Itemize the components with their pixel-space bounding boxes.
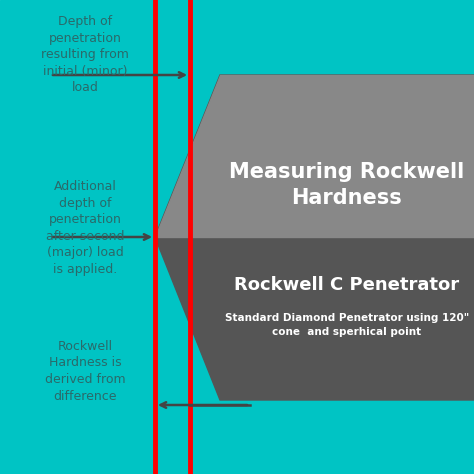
Polygon shape xyxy=(155,75,474,237)
Text: Rockwell C Penetrator: Rockwell C Penetrator xyxy=(235,276,460,294)
Polygon shape xyxy=(155,75,474,400)
Text: Rockwell
Hardness is
derived from
difference: Rockwell Hardness is derived from differ… xyxy=(45,340,125,402)
Text: Standard Diamond Penetrator using 120"
cone  and sperhical point: Standard Diamond Penetrator using 120" c… xyxy=(225,313,469,337)
Text: Measuring Rockwell
Hardness: Measuring Rockwell Hardness xyxy=(229,162,465,208)
Text: Additional
depth of
penetration
after second
(major) load
is applied.: Additional depth of penetration after se… xyxy=(46,180,124,275)
Text: Depth of
penetration
resulting from
initial (minor)
load: Depth of penetration resulting from init… xyxy=(41,15,129,94)
